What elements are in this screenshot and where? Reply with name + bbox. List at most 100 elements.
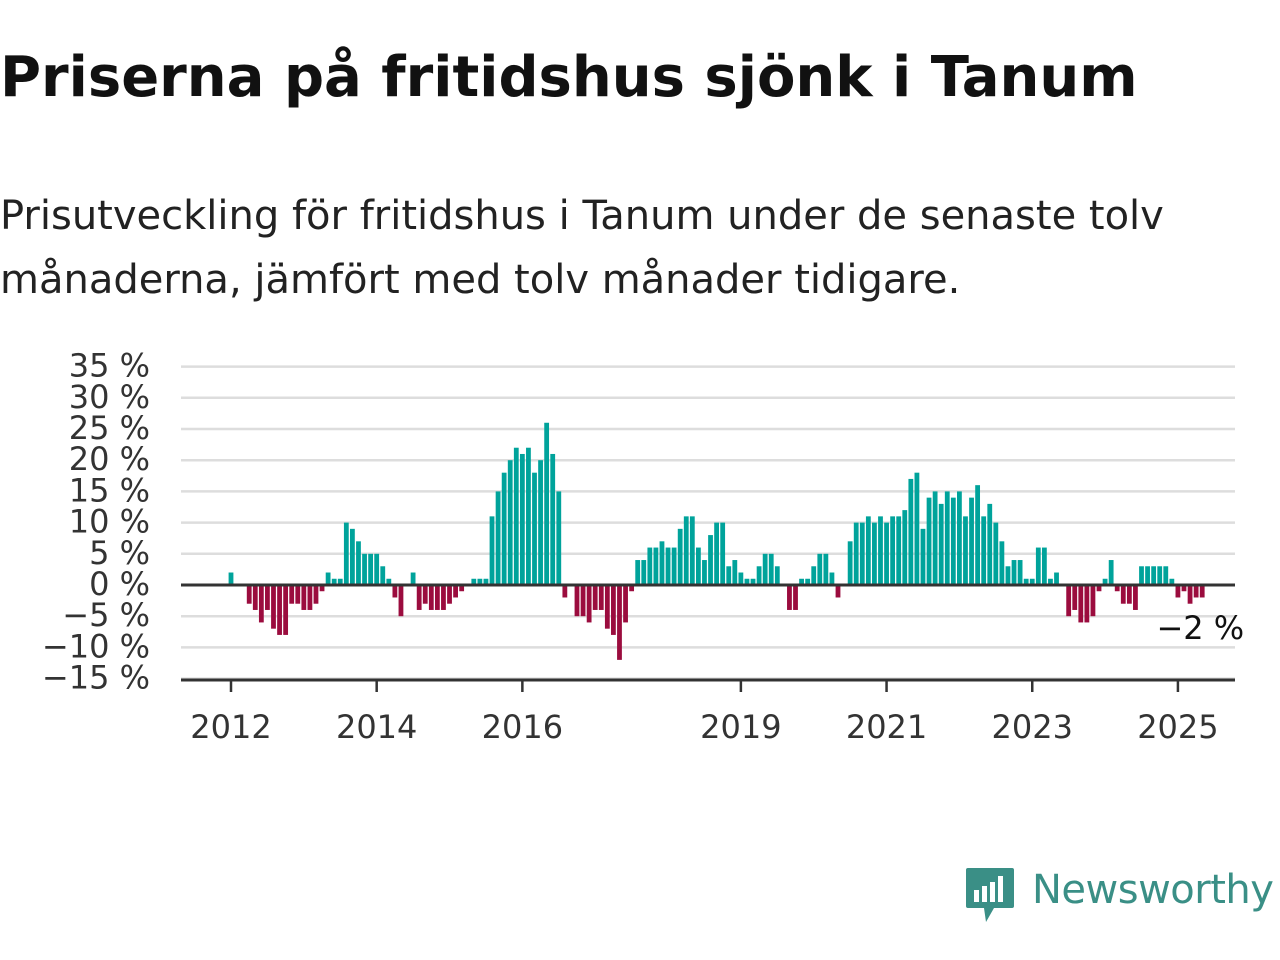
bar (726, 566, 732, 585)
bar (926, 497, 932, 585)
bar (356, 541, 361, 585)
bar (762, 553, 768, 585)
y-axis-labels: −15 %−10 %−5 %0 %5 %10 %15 %20 %25 %30 %… (42, 347, 150, 697)
bar (447, 585, 452, 604)
bar (1078, 585, 1084, 623)
y-tick-label: 15 % (69, 471, 150, 509)
bar (1151, 566, 1157, 585)
bar (944, 491, 950, 585)
bar (1066, 585, 1072, 617)
bar (1139, 566, 1144, 585)
bar (1108, 560, 1114, 585)
x-axis-labels: 2012 2014 2016 2019 2021 2023 2025 (190, 680, 1219, 746)
bar (774, 566, 780, 585)
bar (441, 585, 446, 610)
bar (544, 422, 550, 585)
bar (495, 491, 501, 585)
bar (1048, 578, 1053, 585)
bar (635, 560, 641, 585)
bar (689, 516, 695, 585)
bar (580, 585, 586, 617)
bar (720, 522, 726, 585)
bar (574, 585, 580, 617)
bar (434, 585, 440, 610)
bar (732, 560, 738, 585)
bar (835, 585, 841, 598)
bar (362, 553, 367, 585)
bar (665, 547, 671, 585)
bar (277, 585, 282, 635)
bar (313, 585, 319, 604)
bar (683, 516, 689, 585)
bar (811, 566, 817, 585)
last-value-label: −2 % (1156, 609, 1244, 647)
bar (246, 585, 252, 604)
axes (181, 583, 1235, 682)
bar (823, 553, 829, 585)
bar (343, 522, 349, 585)
bar (890, 516, 896, 585)
bar (422, 585, 428, 604)
bar (981, 516, 987, 585)
bar (1054, 572, 1059, 585)
bar (1029, 578, 1035, 585)
bar (283, 585, 289, 635)
bar (611, 585, 616, 635)
newsworthy-logo: Newsworthy (964, 866, 1280, 926)
bar (526, 447, 531, 585)
bar (392, 585, 398, 598)
y-tick-label: −15 % (42, 659, 150, 697)
bar (538, 460, 543, 585)
bar (1090, 585, 1096, 617)
chart-title: Priserna på fritidshus sjönk i Tanum (0, 45, 1138, 110)
annotations: −2 % (1156, 609, 1244, 647)
chart-subtitle: Prisutveckling för fritidshus i Tanum un… (0, 193, 1164, 303)
bar (647, 547, 653, 585)
bar (477, 578, 483, 585)
bar (756, 566, 762, 585)
bar (653, 547, 659, 585)
bar (550, 453, 556, 585)
bar (228, 572, 234, 585)
bar (768, 553, 774, 585)
bars (228, 422, 1205, 660)
x-tick-label: 2019 (700, 708, 781, 746)
x-tick-label: 2023 (992, 708, 1073, 746)
bar (586, 585, 592, 623)
bar (859, 522, 865, 585)
bar (1163, 566, 1169, 585)
bar (1035, 547, 1041, 585)
bar (932, 491, 938, 585)
bar (817, 553, 823, 585)
bar (708, 535, 713, 585)
bar (829, 572, 835, 585)
bar (695, 547, 701, 585)
bar (1114, 585, 1120, 592)
bar (957, 491, 962, 585)
y-tick-label: 10 % (69, 503, 150, 541)
x-tick-label: 2025 (1137, 708, 1218, 746)
bar (416, 585, 422, 610)
bar (1041, 547, 1047, 585)
x-tick-label: 2012 (190, 708, 271, 746)
bar (1181, 585, 1187, 592)
newsworthy-chart-icon (966, 868, 1014, 922)
bar (252, 585, 258, 610)
bar (271, 585, 276, 629)
bar (1102, 578, 1108, 585)
bar (896, 516, 902, 585)
bar (938, 503, 944, 585)
y-tick-label: 35 % (69, 347, 150, 385)
bar (489, 516, 495, 585)
bar (1187, 585, 1193, 604)
bar (671, 547, 677, 585)
bar (258, 585, 264, 623)
bar (872, 522, 877, 585)
bar (507, 460, 513, 585)
bar (623, 585, 628, 623)
bar (677, 528, 683, 585)
bar (884, 522, 889, 585)
y-tick-label: 5 % (89, 534, 150, 572)
bar (1199, 585, 1205, 598)
bar (987, 503, 993, 585)
